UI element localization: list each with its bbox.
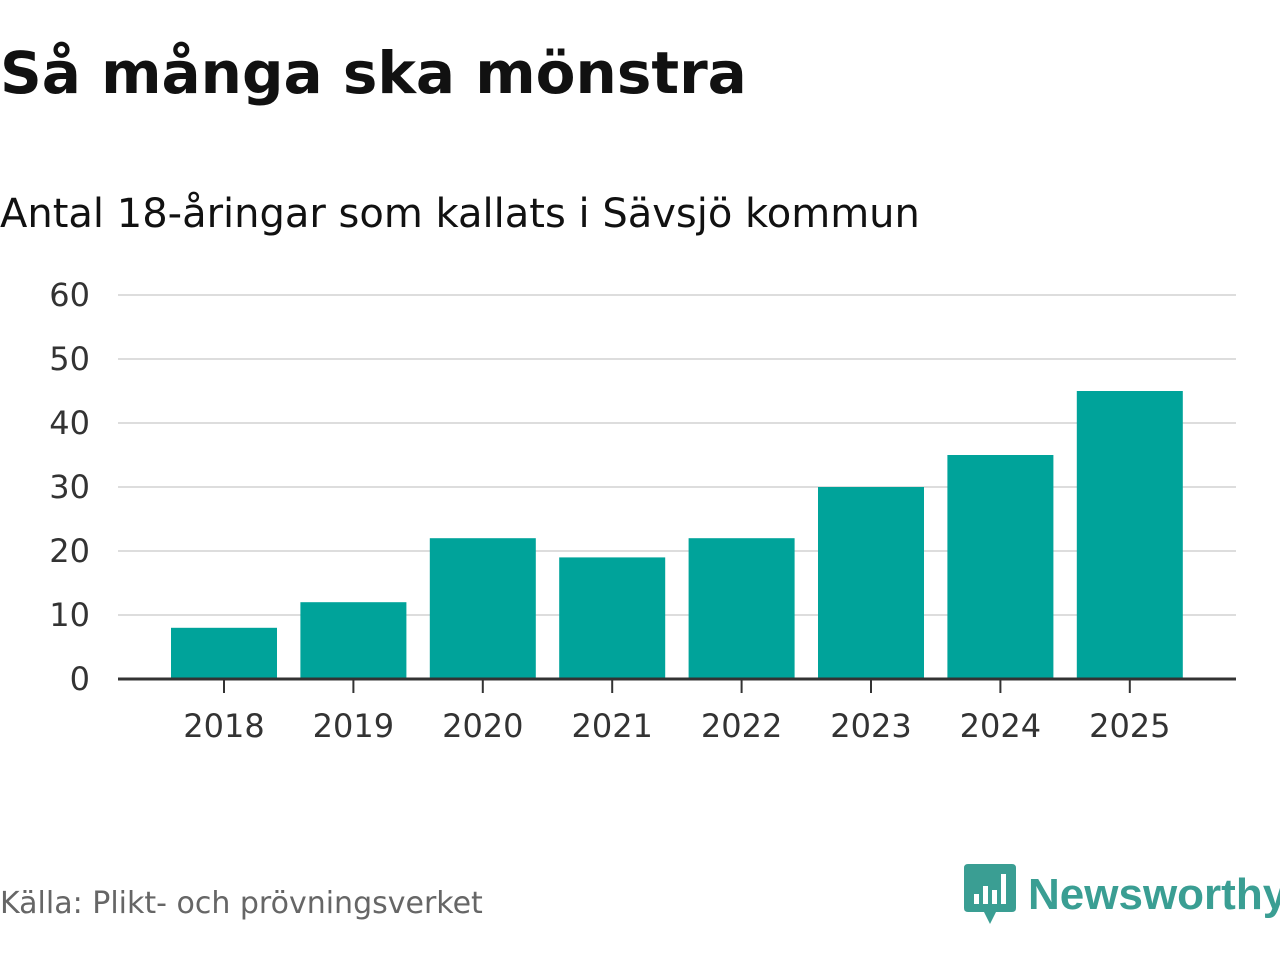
chart-subtitle: Antal 18-åringar som kallats i Sävsjö ko… xyxy=(0,191,920,237)
y-tick-label: 0 xyxy=(70,660,90,698)
y-tick-label: 60 xyxy=(49,276,90,314)
y-tick-label: 10 xyxy=(49,596,90,634)
bars xyxy=(171,391,1183,679)
y-tick-label: 20 xyxy=(49,532,90,570)
chart-title: Så många ska mönstra xyxy=(0,39,747,107)
gridlines xyxy=(118,294,1236,616)
bar-2019 xyxy=(300,602,407,679)
y-tick-label: 40 xyxy=(49,404,90,442)
y-tick-label: 50 xyxy=(49,340,90,378)
x-tick-label: 2025 xyxy=(1089,707,1170,745)
x-axis: 2018 2019 2020 2021 2022 2023 2024 2025 xyxy=(118,677,1236,745)
source-note: Källa: Plikt- och prövningsverket xyxy=(0,886,483,921)
x-tick-label: 2024 xyxy=(960,707,1041,745)
bar-2025 xyxy=(1076,391,1183,679)
x-tick-label: 2022 xyxy=(701,707,782,745)
bar-2024 xyxy=(947,455,1054,679)
logo-text: Newsworthy xyxy=(1028,870,1280,919)
bar-2021 xyxy=(559,557,666,679)
bar-2018 xyxy=(171,627,277,679)
x-tick-label: 2019 xyxy=(313,707,394,745)
bar-2022 xyxy=(688,538,795,679)
newsworthy-chart-icon xyxy=(964,864,1016,924)
bar-2020 xyxy=(429,538,536,679)
newsworthy-logo: Newsworthy xyxy=(964,864,1280,926)
y-axis-ticks: 0 10 20 30 40 50 60 xyxy=(49,276,90,698)
x-tick-label: 2020 xyxy=(442,707,523,745)
bar-2023 xyxy=(818,487,924,679)
x-tick-label: 2021 xyxy=(571,707,652,745)
x-tick-label: 2018 xyxy=(183,707,264,745)
y-tick-label: 30 xyxy=(49,468,90,506)
x-tick-label: 2023 xyxy=(830,707,911,745)
